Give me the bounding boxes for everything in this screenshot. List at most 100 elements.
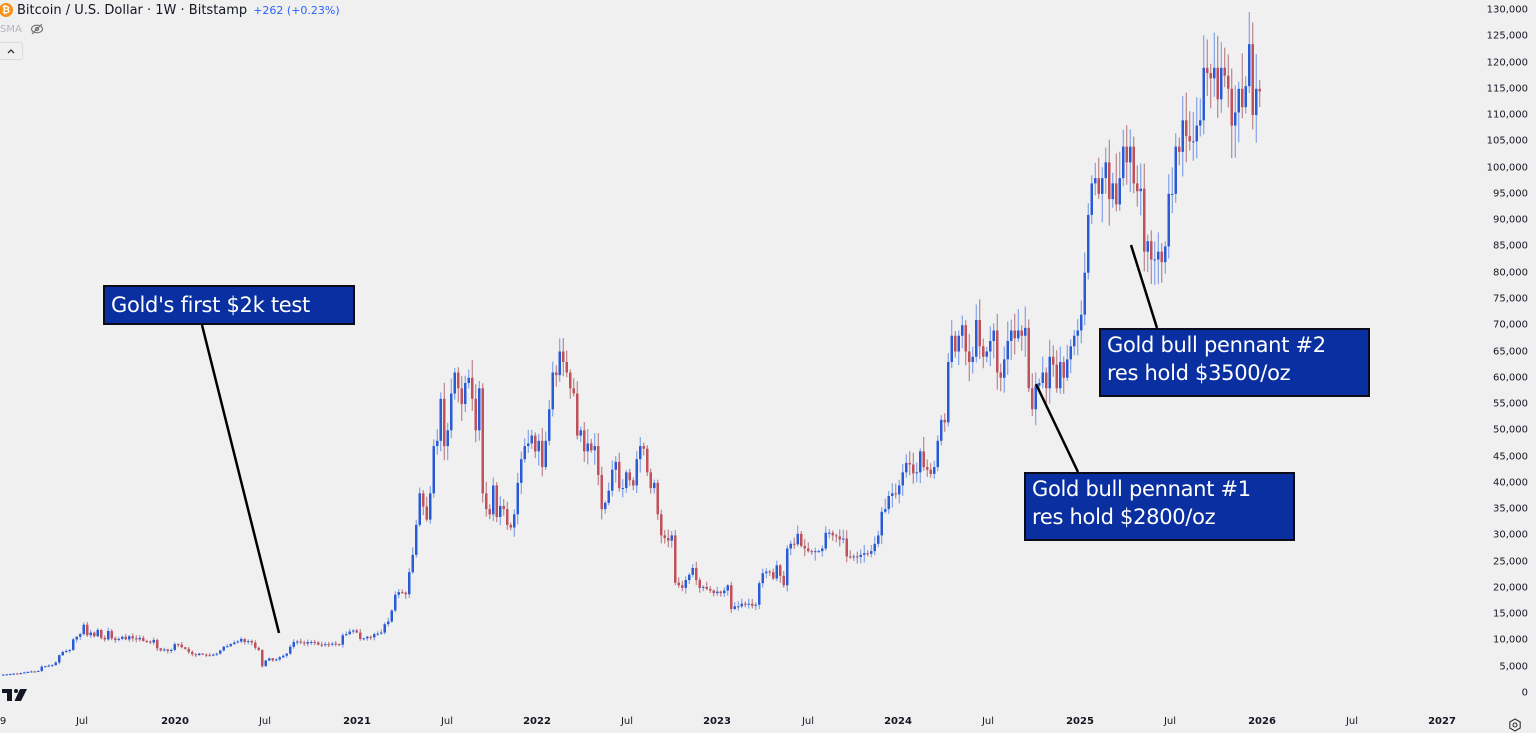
bull-candle bbox=[1076, 330, 1079, 336]
bear-candle bbox=[166, 649, 169, 651]
bull-candle bbox=[786, 548, 789, 586]
bull-candle bbox=[530, 435, 533, 444]
candle-series bbox=[2, 11, 1261, 676]
bull-candle bbox=[2, 674, 5, 676]
bear-candle bbox=[576, 393, 579, 436]
bull-candle bbox=[394, 594, 397, 611]
bear-candle bbox=[313, 642, 316, 644]
bull-candle bbox=[40, 666, 43, 671]
bear-candle bbox=[1216, 67, 1219, 100]
bull-candle bbox=[817, 551, 820, 553]
bear-candle bbox=[131, 636, 134, 639]
bull-candle bbox=[467, 377, 470, 384]
bull-candle bbox=[247, 640, 250, 643]
collapse-legend-button[interactable] bbox=[0, 42, 23, 60]
bull-candle bbox=[919, 451, 922, 473]
bull-candle bbox=[240, 638, 243, 642]
bear-candle bbox=[597, 446, 600, 475]
bull-candle bbox=[688, 574, 691, 581]
time-axis-label: 2026 bbox=[1248, 716, 1276, 727]
bear-candle bbox=[705, 586, 708, 589]
bull-candle bbox=[635, 459, 638, 486]
bear-candle bbox=[656, 482, 659, 515]
bear-candle bbox=[1178, 146, 1181, 152]
bull-candle bbox=[296, 641, 299, 643]
bull-candle bbox=[691, 567, 694, 575]
bull-candle bbox=[758, 583, 761, 605]
settings-icon[interactable] bbox=[1508, 718, 1522, 732]
bear-candle bbox=[103, 637, 106, 640]
bear-candle bbox=[810, 551, 813, 553]
bear-candle bbox=[149, 641, 152, 643]
bull-candle bbox=[453, 372, 456, 394]
callout-box-2[interactable]: Gold bull pennant #1 res hold $2800/oz bbox=[1024, 472, 1295, 541]
bull-candle bbox=[352, 630, 355, 632]
bear-candle bbox=[751, 603, 754, 606]
sma-label[interactable]: SMA bbox=[0, 23, 22, 35]
tradingview-logo-icon[interactable] bbox=[2, 688, 28, 702]
bear-candle bbox=[33, 671, 36, 673]
callout-leader-line[interactable] bbox=[1129, 244, 1159, 329]
bull-candle bbox=[796, 533, 799, 545]
callout-leader-line[interactable] bbox=[1034, 383, 1080, 473]
bear-candle bbox=[159, 648, 162, 651]
callout-box-3[interactable]: Gold bull pennant #2 res hold $3500/oz bbox=[1099, 328, 1370, 397]
bull-candle bbox=[1048, 356, 1051, 389]
bull-candle bbox=[1090, 183, 1093, 215]
bear-candle bbox=[677, 582, 680, 586]
price-axis-label: 80,000 bbox=[1493, 267, 1528, 279]
time-axis-label: 2022 bbox=[523, 716, 551, 727]
bear-candle bbox=[569, 372, 572, 389]
time-axis-label: Jul bbox=[440, 716, 454, 727]
price-change: +262 (+0.23%) bbox=[253, 3, 340, 17]
bull-candle bbox=[397, 592, 400, 595]
bull-candle bbox=[173, 644, 176, 650]
price-axis-label: 60,000 bbox=[1493, 372, 1528, 384]
price-axis-label: 35,000 bbox=[1493, 503, 1528, 515]
bull-candle bbox=[985, 351, 988, 357]
bull-candle bbox=[268, 658, 271, 661]
bear-candle bbox=[730, 585, 733, 609]
bear-candle bbox=[369, 636, 372, 638]
bear-candle bbox=[205, 654, 208, 656]
bull-candle bbox=[19, 673, 22, 675]
bull-candle bbox=[1153, 259, 1156, 261]
bull-candle bbox=[75, 636, 78, 640]
bear-candle bbox=[271, 658, 274, 661]
bear-candle bbox=[1052, 356, 1055, 365]
bear-candle bbox=[257, 647, 260, 650]
price-axis-label: 55,000 bbox=[1493, 398, 1528, 410]
symbol-title[interactable]: Bitcoin / U.S. Dollar · 1W · Bitstamp bbox=[17, 2, 248, 18]
bitcoin-icon: ₿ bbox=[0, 3, 13, 17]
bear-candle bbox=[803, 545, 806, 549]
bull-candle bbox=[1171, 193, 1174, 195]
bull-candle bbox=[264, 660, 267, 667]
bull-candle bbox=[215, 653, 218, 655]
time-axis-label: 2024 bbox=[884, 716, 912, 727]
bear-candle bbox=[177, 644, 180, 646]
bull-candle bbox=[65, 650, 68, 653]
callout-leader-line[interactable] bbox=[200, 324, 281, 634]
bull-candle bbox=[1220, 67, 1223, 100]
eye-crossed-icon[interactable] bbox=[30, 23, 44, 35]
bull-candle bbox=[936, 440, 939, 468]
bull-candle bbox=[51, 665, 54, 667]
price-axis-label: 15,000 bbox=[1493, 608, 1528, 620]
bear-candle bbox=[660, 514, 663, 536]
bull-candle bbox=[775, 565, 778, 579]
bull-candle bbox=[684, 580, 687, 588]
bear-candle bbox=[187, 648, 190, 653]
bull-candle bbox=[1041, 372, 1044, 384]
bull-candle bbox=[961, 325, 964, 336]
bull-candle bbox=[737, 606, 740, 608]
bull-candle bbox=[285, 653, 288, 656]
bull-candle bbox=[222, 646, 225, 651]
price-axis-label: 50,000 bbox=[1493, 424, 1528, 436]
callout-box-1[interactable]: Gold's first $2k test bbox=[103, 285, 355, 325]
bear-candle bbox=[1251, 44, 1254, 116]
bull-candle bbox=[1244, 86, 1247, 108]
bull-candle bbox=[537, 440, 540, 452]
bull-candle bbox=[170, 649, 173, 651]
bull-candle bbox=[975, 319, 978, 357]
